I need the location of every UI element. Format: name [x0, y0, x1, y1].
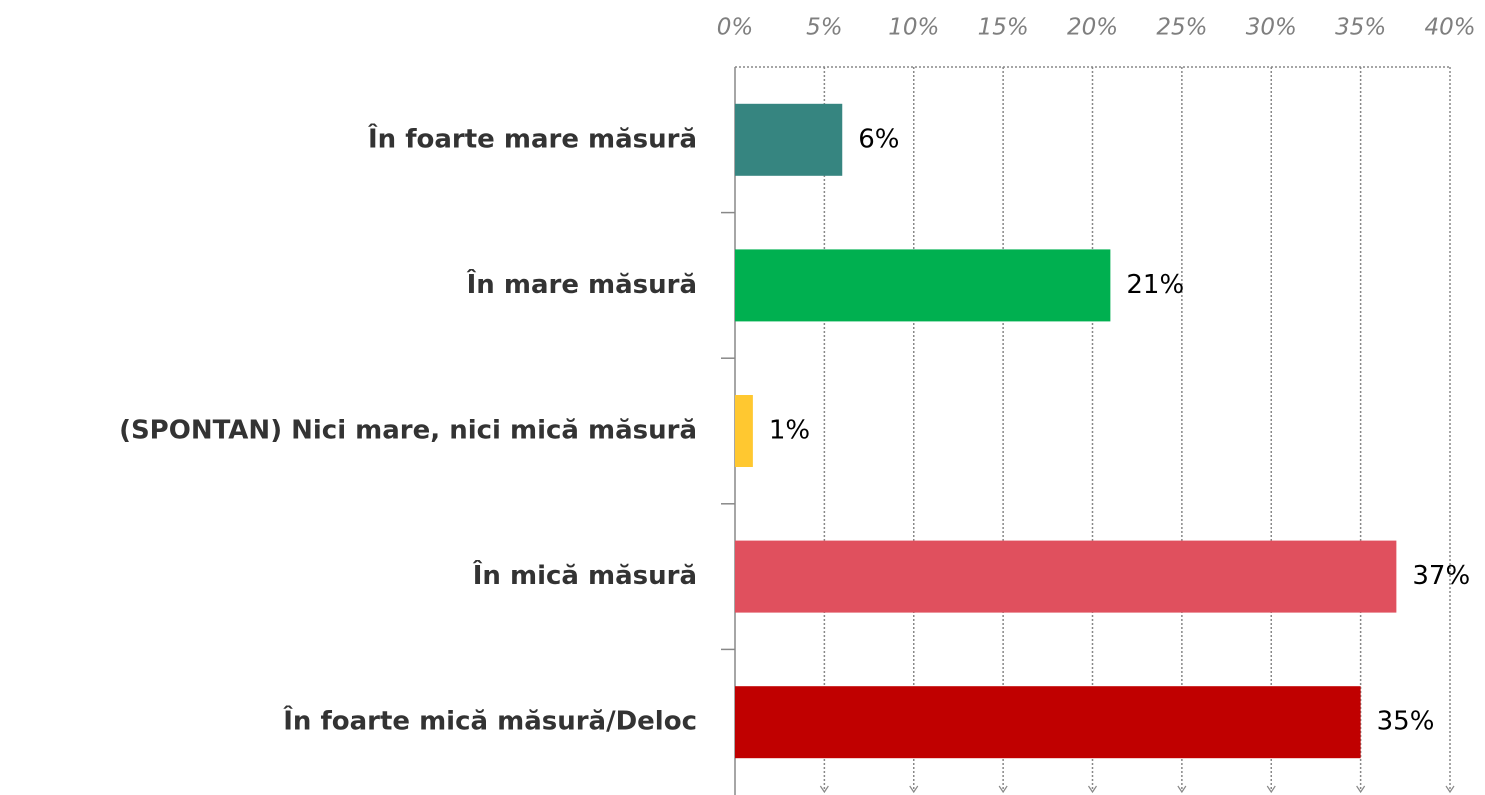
grid-arrow: [1088, 785, 1097, 794]
category-label: În mică măsură: [473, 559, 697, 591]
grid-arrow: [819, 785, 829, 794]
value-label: 37%: [1412, 561, 1470, 591]
value-label: 6%: [858, 124, 899, 154]
bar: [735, 686, 1361, 759]
category-label: (SPONTAN) Nici mare, nici mică măsură: [119, 416, 697, 446]
x-tick-label: 15%: [978, 15, 1029, 41]
value-label: 1%: [769, 416, 810, 446]
value-label: 21%: [1126, 270, 1184, 300]
grid-arrow: [1177, 785, 1187, 794]
x-tick-label: 0%: [717, 15, 754, 41]
category-label: În foarte mare măsură: [368, 122, 697, 154]
x-tick-label: 20%: [1067, 15, 1118, 41]
bar: [735, 395, 753, 467]
x-tick-label: 30%: [1246, 15, 1297, 41]
x-tick-label: 5%: [806, 15, 843, 41]
grid-arrow: [998, 785, 1008, 794]
x-tick-label: 10%: [888, 15, 939, 41]
x-tick-label: 25%: [1156, 15, 1207, 41]
category-label: În mare măsură: [467, 268, 697, 300]
x-tick-label: 35%: [1335, 15, 1386, 41]
x-tick-label: 40%: [1424, 15, 1475, 41]
grid-arrow: [1356, 785, 1366, 794]
grid-arrow: [909, 785, 919, 794]
bar: [735, 540, 1397, 613]
category-label: În foarte mică măsură/Deloc: [283, 705, 697, 737]
bar: [735, 103, 843, 176]
grid-arrow: [1445, 785, 1455, 794]
grid-arrow: [1266, 785, 1276, 794]
value-label: 35%: [1377, 707, 1435, 737]
bar: [735, 249, 1111, 322]
